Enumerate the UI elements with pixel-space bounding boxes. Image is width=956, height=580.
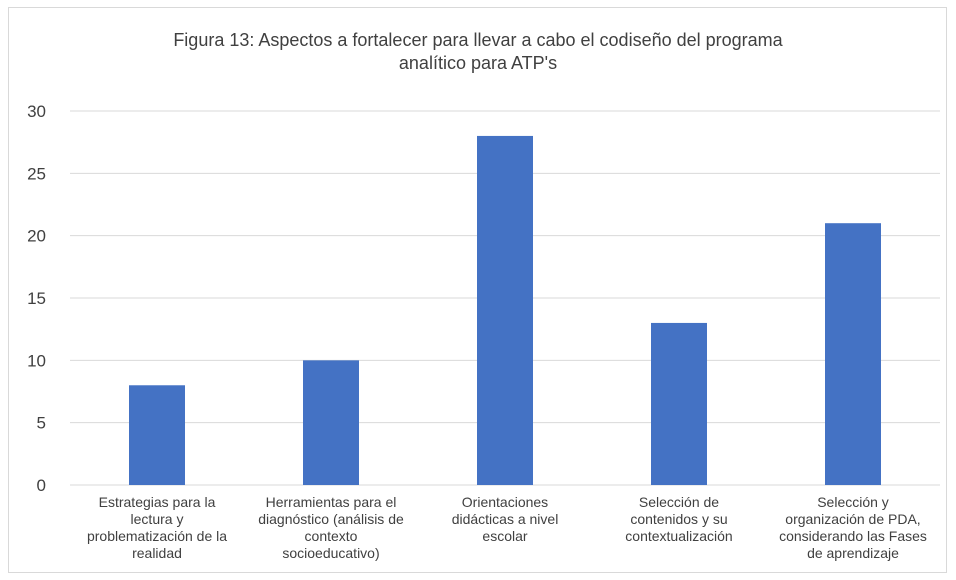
x-category-label: Herramientas para el diagnóstico (anális…	[258, 494, 404, 561]
y-tick-label: 10	[27, 351, 46, 370]
x-category-label: Selección y organización de PDA, conside…	[779, 494, 927, 561]
y-tick-label: 0	[37, 476, 46, 495]
y-tick-label: 20	[27, 227, 46, 246]
y-tick-label: 5	[37, 414, 46, 433]
bar	[303, 360, 359, 485]
bar	[477, 135, 533, 485]
chart-title-line-1: Figura 13: Aspectos a fortalecer para ll…	[173, 30, 783, 50]
x-category-label: Estrategias para la lectura y problemati…	[86, 494, 228, 561]
y-tick-label: 15	[27, 289, 46, 308]
bar	[651, 322, 707, 485]
x-category-label: Selección de contenidos y su contextuali…	[625, 494, 733, 544]
bar	[129, 385, 185, 485]
x-category-label: Orientaciones didácticas a nivel escolar	[451, 494, 559, 544]
y-tick-label: 30	[27, 102, 46, 121]
bar	[825, 223, 881, 485]
chart-title: Figura 13: Aspectos a fortalecer para ll…	[0, 29, 956, 75]
chart-title-line-2: analítico para ATP's	[398, 53, 558, 73]
y-tick-label: 25	[27, 164, 46, 183]
